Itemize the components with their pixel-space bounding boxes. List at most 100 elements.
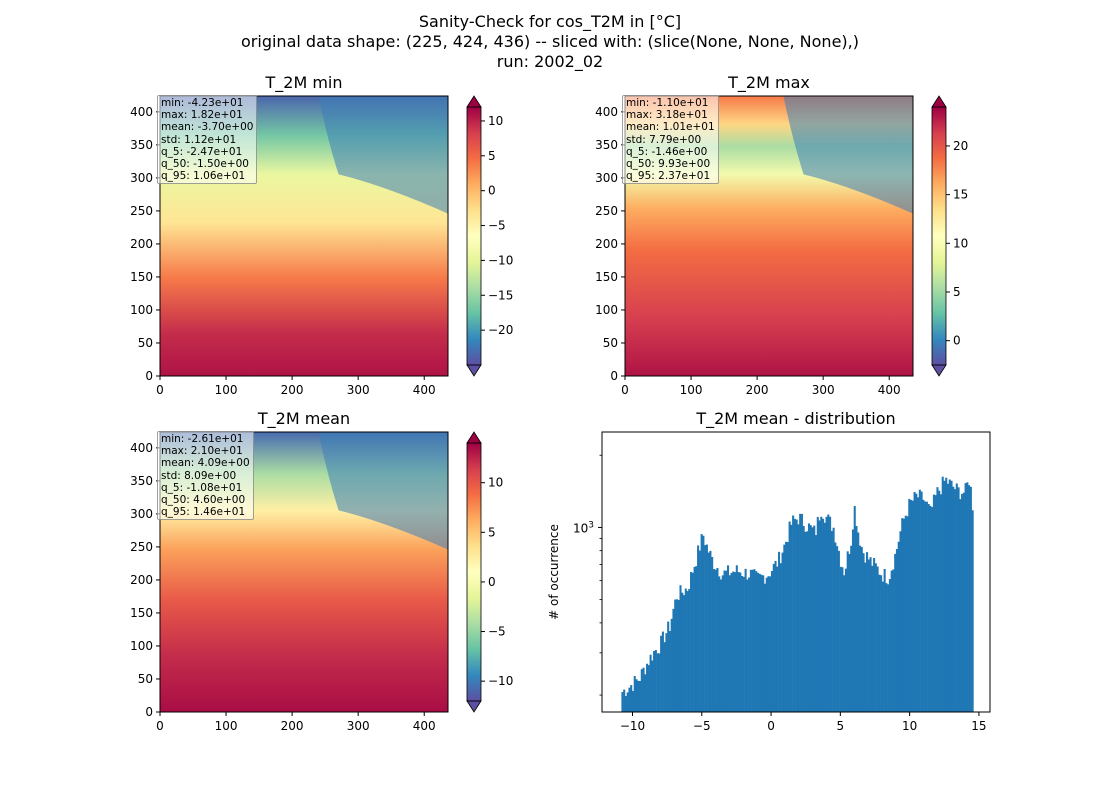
histogram-bar bbox=[672, 608, 675, 712]
colorbar-frame bbox=[931, 106, 947, 366]
histogram-bar bbox=[971, 510, 974, 712]
histogram-bar bbox=[790, 524, 793, 712]
histogram-bar bbox=[869, 557, 872, 712]
histogram-bar bbox=[874, 563, 877, 712]
histogram-bar bbox=[823, 522, 826, 712]
x-tick-label: 200 bbox=[746, 383, 769, 397]
y-tick-label: 250 bbox=[130, 204, 153, 218]
histogram-bar bbox=[728, 575, 731, 712]
stats-line: min: -1.10e+01 bbox=[626, 97, 709, 109]
histogram-bar bbox=[885, 583, 888, 712]
panel-title: T_2M min bbox=[264, 73, 342, 93]
colorbar-tick-label: −5 bbox=[488, 219, 506, 233]
histogram-bar bbox=[704, 545, 707, 712]
stats-line: max: 3.18e+01 bbox=[626, 109, 708, 122]
x-tick-label: 400 bbox=[413, 719, 436, 733]
stats-line: q_95: 2.37e+01 bbox=[626, 170, 711, 183]
colorbar-tick-label: 0 bbox=[488, 184, 496, 198]
histogram-bar bbox=[776, 566, 779, 712]
x-tick-label: −10 bbox=[620, 719, 645, 733]
histogram-bar bbox=[693, 566, 696, 712]
stats-line: mean: -3.70e+00 bbox=[161, 121, 254, 134]
histogram-bar bbox=[888, 579, 891, 712]
histogram-bar bbox=[691, 572, 694, 712]
histogram-bar bbox=[785, 541, 788, 712]
histogram-bar bbox=[802, 525, 805, 712]
histogram-bar bbox=[734, 572, 737, 712]
histogram-bar bbox=[702, 535, 705, 712]
y-tick-label: 0 bbox=[610, 369, 618, 383]
colorbar-extend-max bbox=[931, 95, 947, 108]
colorbar-tick-label: 10 bbox=[488, 476, 503, 490]
histogram-bar bbox=[799, 513, 802, 712]
stats-line: std: 7.79e+00 bbox=[626, 133, 702, 146]
histogram-bar bbox=[873, 558, 876, 712]
histogram-bar bbox=[644, 674, 647, 712]
colorbar-tick-label: −10 bbox=[488, 674, 513, 688]
stats-line: q_5: -1.08e+01 bbox=[161, 481, 243, 494]
x-tick-label: 100 bbox=[215, 719, 238, 733]
histogram-bar bbox=[770, 571, 774, 712]
colorbar-extend-max bbox=[466, 431, 482, 444]
y-tick-label: 0 bbox=[145, 369, 153, 383]
x-tick-label: 200 bbox=[281, 719, 304, 733]
colorbar-extend-min bbox=[931, 364, 947, 377]
histogram-bar bbox=[640, 669, 643, 712]
histogram-bar bbox=[954, 489, 957, 712]
histogram-bar bbox=[851, 529, 855, 712]
figure-title-line-2: original data shape: (225, 424, 436) -- … bbox=[241, 32, 859, 51]
histogram-bar bbox=[844, 568, 847, 712]
histogram-bar bbox=[862, 553, 865, 712]
histogram-bar bbox=[881, 581, 884, 712]
figure-title-line-1: Sanity-Check for cos_T2M in [°C] bbox=[418, 12, 682, 31]
histogram-bar bbox=[902, 518, 906, 712]
histogram-bar bbox=[772, 563, 775, 712]
colorbar-gradient bbox=[932, 107, 946, 365]
histogram-bar bbox=[866, 552, 869, 712]
histogram-bar bbox=[769, 576, 772, 712]
histogram-bar bbox=[809, 525, 812, 712]
histogram-bar bbox=[675, 599, 679, 712]
histogram-bar bbox=[822, 518, 825, 712]
histogram-bar bbox=[929, 505, 932, 712]
histogram-bar bbox=[924, 501, 927, 712]
y-tick-label: 100 bbox=[595, 303, 618, 317]
histogram-bar bbox=[716, 567, 719, 712]
histogram-bar bbox=[948, 479, 951, 712]
histogram-bar bbox=[746, 579, 749, 712]
y-tick-label: 350 bbox=[595, 138, 618, 152]
histogram-bar bbox=[718, 576, 721, 712]
histogram-bar bbox=[837, 550, 840, 712]
histogram-bar bbox=[656, 653, 659, 712]
histogram-bar bbox=[952, 486, 955, 712]
y-tick-label: 400 bbox=[130, 441, 153, 455]
histogram-bar bbox=[860, 546, 863, 712]
histogram-bar bbox=[938, 490, 941, 712]
stats-box: min: -1.10e+01 max: 3.18e+01 mean: 1.01e+0… bbox=[622, 95, 719, 185]
stats-line: std: 8.09e+00 bbox=[161, 469, 237, 482]
histogram-bar bbox=[660, 635, 663, 712]
histogram-bar bbox=[653, 650, 656, 712]
stats-line: q_50: 4.60e+00 bbox=[161, 494, 246, 507]
histogram-bar bbox=[760, 574, 763, 712]
histogram-bar bbox=[749, 569, 752, 712]
y-tick-label: 100 bbox=[130, 303, 153, 317]
y-tick-label: 350 bbox=[130, 138, 153, 152]
histogram-bar bbox=[786, 542, 789, 712]
colorbar-tick-label: 20 bbox=[953, 139, 968, 153]
histogram-bar bbox=[925, 501, 928, 712]
histogram-bar bbox=[897, 541, 900, 712]
histogram-bar bbox=[936, 487, 939, 712]
histogram-bar bbox=[857, 532, 860, 712]
stats-line: q_95: 1.46e+01 bbox=[161, 506, 246, 519]
histogram-bar bbox=[816, 516, 819, 712]
y-tick-label: 50 bbox=[603, 336, 618, 350]
histogram-bar bbox=[904, 515, 907, 712]
histogram-bar bbox=[827, 514, 830, 712]
y-tick-label: 300 bbox=[595, 171, 618, 185]
histogram-bar bbox=[934, 495, 937, 712]
histogram-bar bbox=[788, 521, 791, 712]
histogram-bar bbox=[661, 631, 664, 712]
histogram-bar bbox=[735, 565, 738, 712]
histogram-bar bbox=[690, 571, 693, 712]
